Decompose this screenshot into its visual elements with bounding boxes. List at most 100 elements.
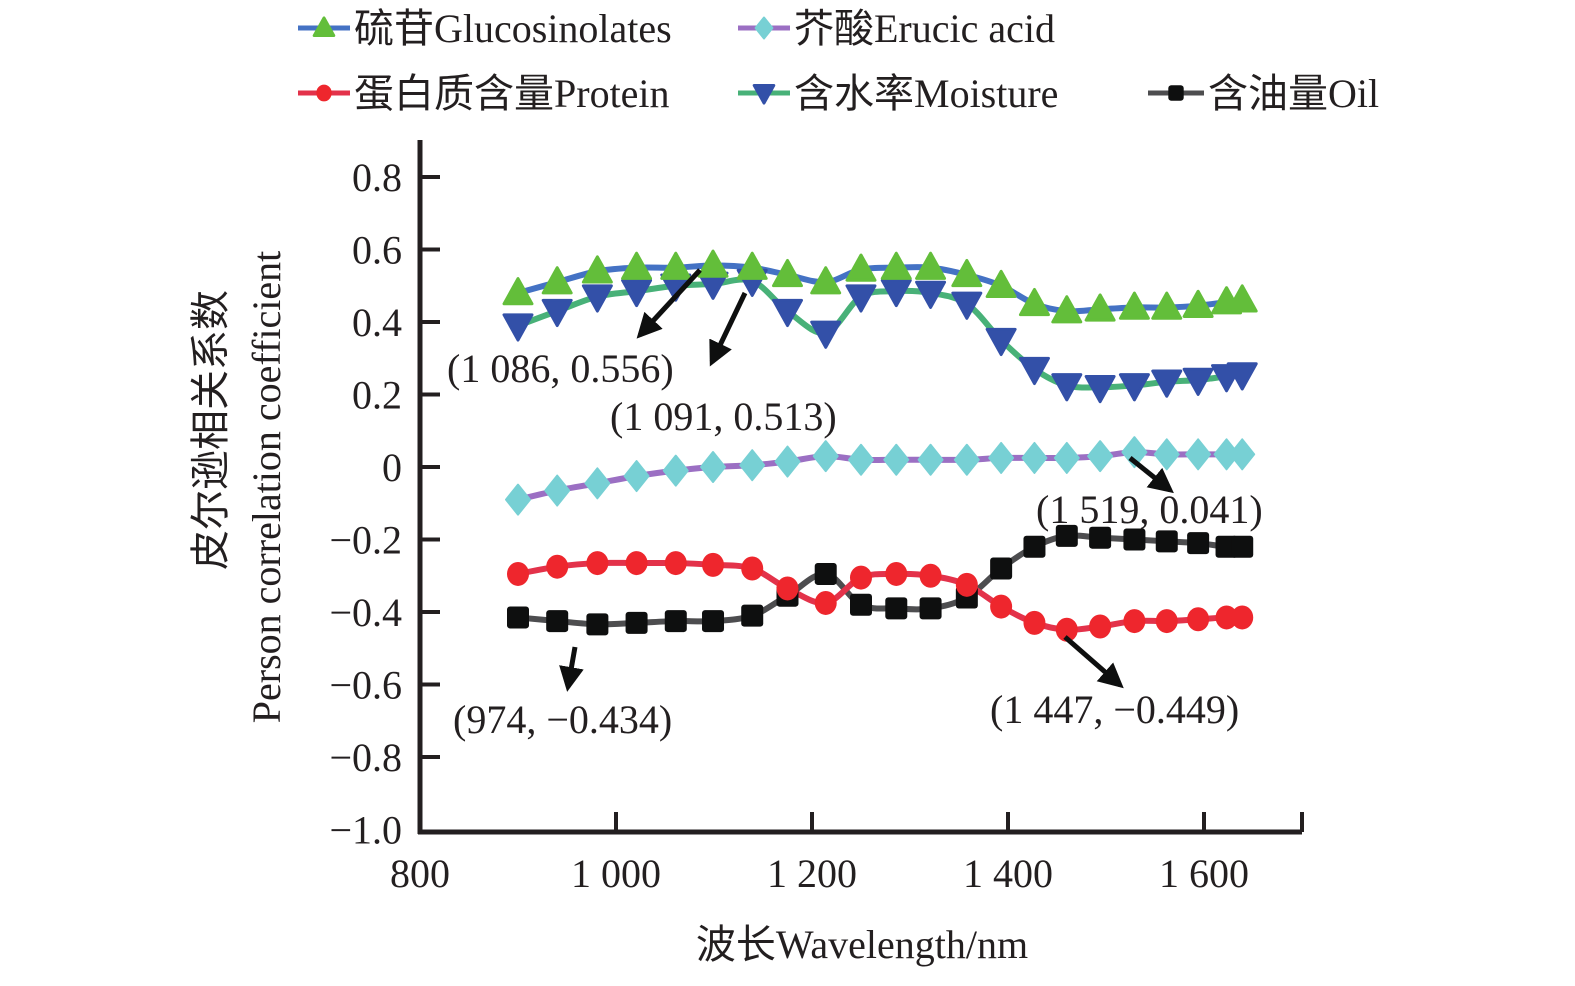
data-point	[885, 597, 908, 620]
annotation-arrow-icon	[709, 291, 748, 367]
data-point	[1084, 293, 1116, 322]
series-lines	[516, 262, 1243, 633]
data-point	[951, 291, 983, 320]
y-tick-label: 0.4	[352, 300, 402, 345]
data-point	[810, 320, 842, 349]
data-point	[1123, 528, 1146, 551]
series-markers	[502, 249, 1258, 642]
data-point	[1051, 373, 1083, 402]
y-tick-label: −0.4	[329, 590, 402, 635]
legend-item: 蛋白质含量Protein	[298, 71, 670, 116]
legend-label: 蛋白质含量Protein	[354, 71, 670, 116]
data-point	[1055, 617, 1078, 642]
data-point	[1226, 284, 1258, 313]
annotation-arrow-icon	[1128, 456, 1174, 494]
x-tick-label: 1 200	[767, 851, 857, 896]
data-point	[850, 593, 872, 616]
annotation-label: (1 519, 0.041)	[1036, 487, 1263, 532]
data-point	[845, 253, 877, 282]
data-point	[1055, 524, 1078, 547]
y-tick-label: −0.6	[329, 663, 402, 708]
data-point	[741, 604, 764, 627]
data-point	[850, 565, 872, 590]
data-point	[919, 597, 942, 620]
x-axis-title: 波长Wavelength/nm	[696, 922, 1028, 967]
annotation: (1 091, 0.513)	[610, 291, 837, 439]
series-markers-square	[507, 524, 1254, 636]
data-point	[1187, 607, 1210, 632]
series-line-triangle-up	[517, 262, 1243, 315]
legend-label: 含油量Oil	[1208, 71, 1379, 116]
data-point	[1153, 438, 1180, 471]
data-point	[1053, 441, 1080, 474]
data-point	[985, 269, 1017, 299]
data-point	[1231, 535, 1254, 558]
y-tick-label: 0	[382, 445, 402, 490]
legend-marker-triangle-down-icon	[752, 83, 776, 105]
legend: 硫苷Glucosinolates 芥酸Erucic acid 蛋白质含量Protei…	[298, 6, 1379, 116]
data-point	[664, 610, 687, 633]
data-point	[1087, 440, 1114, 473]
data-point	[502, 277, 534, 306]
data-point	[1023, 610, 1046, 635]
data-point	[915, 251, 947, 280]
data-point	[915, 280, 947, 309]
annotation: (1 519, 0.041)	[1036, 456, 1263, 532]
data-point	[810, 266, 842, 295]
data-point	[739, 449, 766, 482]
annotation: (1 086, 0.556)	[447, 268, 702, 391]
data-point	[1123, 609, 1146, 634]
data-point	[814, 590, 837, 615]
x-tick-label: 800	[390, 851, 450, 896]
data-point	[586, 551, 609, 576]
data-point	[1021, 441, 1048, 474]
data-point	[1018, 356, 1050, 386]
series-line-circle	[517, 559, 1243, 633]
annotation-label: (1 447, −0.449)	[990, 687, 1239, 732]
data-point	[586, 613, 609, 636]
data-point	[845, 284, 877, 313]
data-point	[507, 606, 529, 629]
series-line-diamond	[517, 449, 1243, 503]
annotation-arrow-icon	[1063, 635, 1124, 689]
data-point	[772, 258, 803, 288]
data-point	[621, 251, 653, 280]
data-point	[1023, 535, 1046, 558]
series-line-square	[517, 532, 1243, 628]
legend-item: 硫苷Glucosinolates	[298, 6, 672, 51]
data-point	[814, 562, 837, 585]
data-point	[774, 445, 801, 478]
data-point	[1151, 369, 1183, 398]
annotations: (1 086, 0.556)(1 091, 0.513) (1 519, 0.04…	[447, 268, 1263, 742]
x-tick-label: 1 000	[571, 851, 661, 896]
data-point	[880, 278, 912, 308]
data-point	[625, 551, 648, 576]
legend-marker-square-icon	[1168, 85, 1184, 101]
annotation: (974, −0.434)	[453, 646, 672, 742]
annotation-label: (1 086, 0.556)	[447, 346, 674, 391]
legend-label: 芥酸Erucic acid	[794, 6, 1055, 51]
data-point	[621, 278, 653, 308]
data-point	[502, 313, 534, 342]
data-point	[1118, 291, 1150, 320]
data-point	[885, 561, 908, 586]
data-point	[581, 255, 613, 284]
x-tick-label: 1 400	[963, 851, 1053, 896]
y-tick-label: 0.6	[352, 228, 402, 273]
data-point	[1231, 605, 1254, 630]
data-point	[546, 610, 569, 633]
data-point	[1121, 436, 1148, 469]
data-point	[702, 610, 725, 633]
data-point	[917, 443, 944, 476]
data-point	[1018, 287, 1050, 317]
legend-marker-circle-icon	[316, 84, 332, 102]
data-point	[776, 576, 799, 601]
data-point	[700, 451, 727, 483]
data-point	[1182, 289, 1214, 318]
data-point	[1155, 609, 1178, 634]
y-axis-title-cn: 皮尔逊相关系数	[188, 290, 233, 570]
data-point	[625, 611, 648, 634]
legend-item: 含油量Oil	[1148, 71, 1379, 116]
y-tick-label: −1.0	[329, 808, 402, 853]
